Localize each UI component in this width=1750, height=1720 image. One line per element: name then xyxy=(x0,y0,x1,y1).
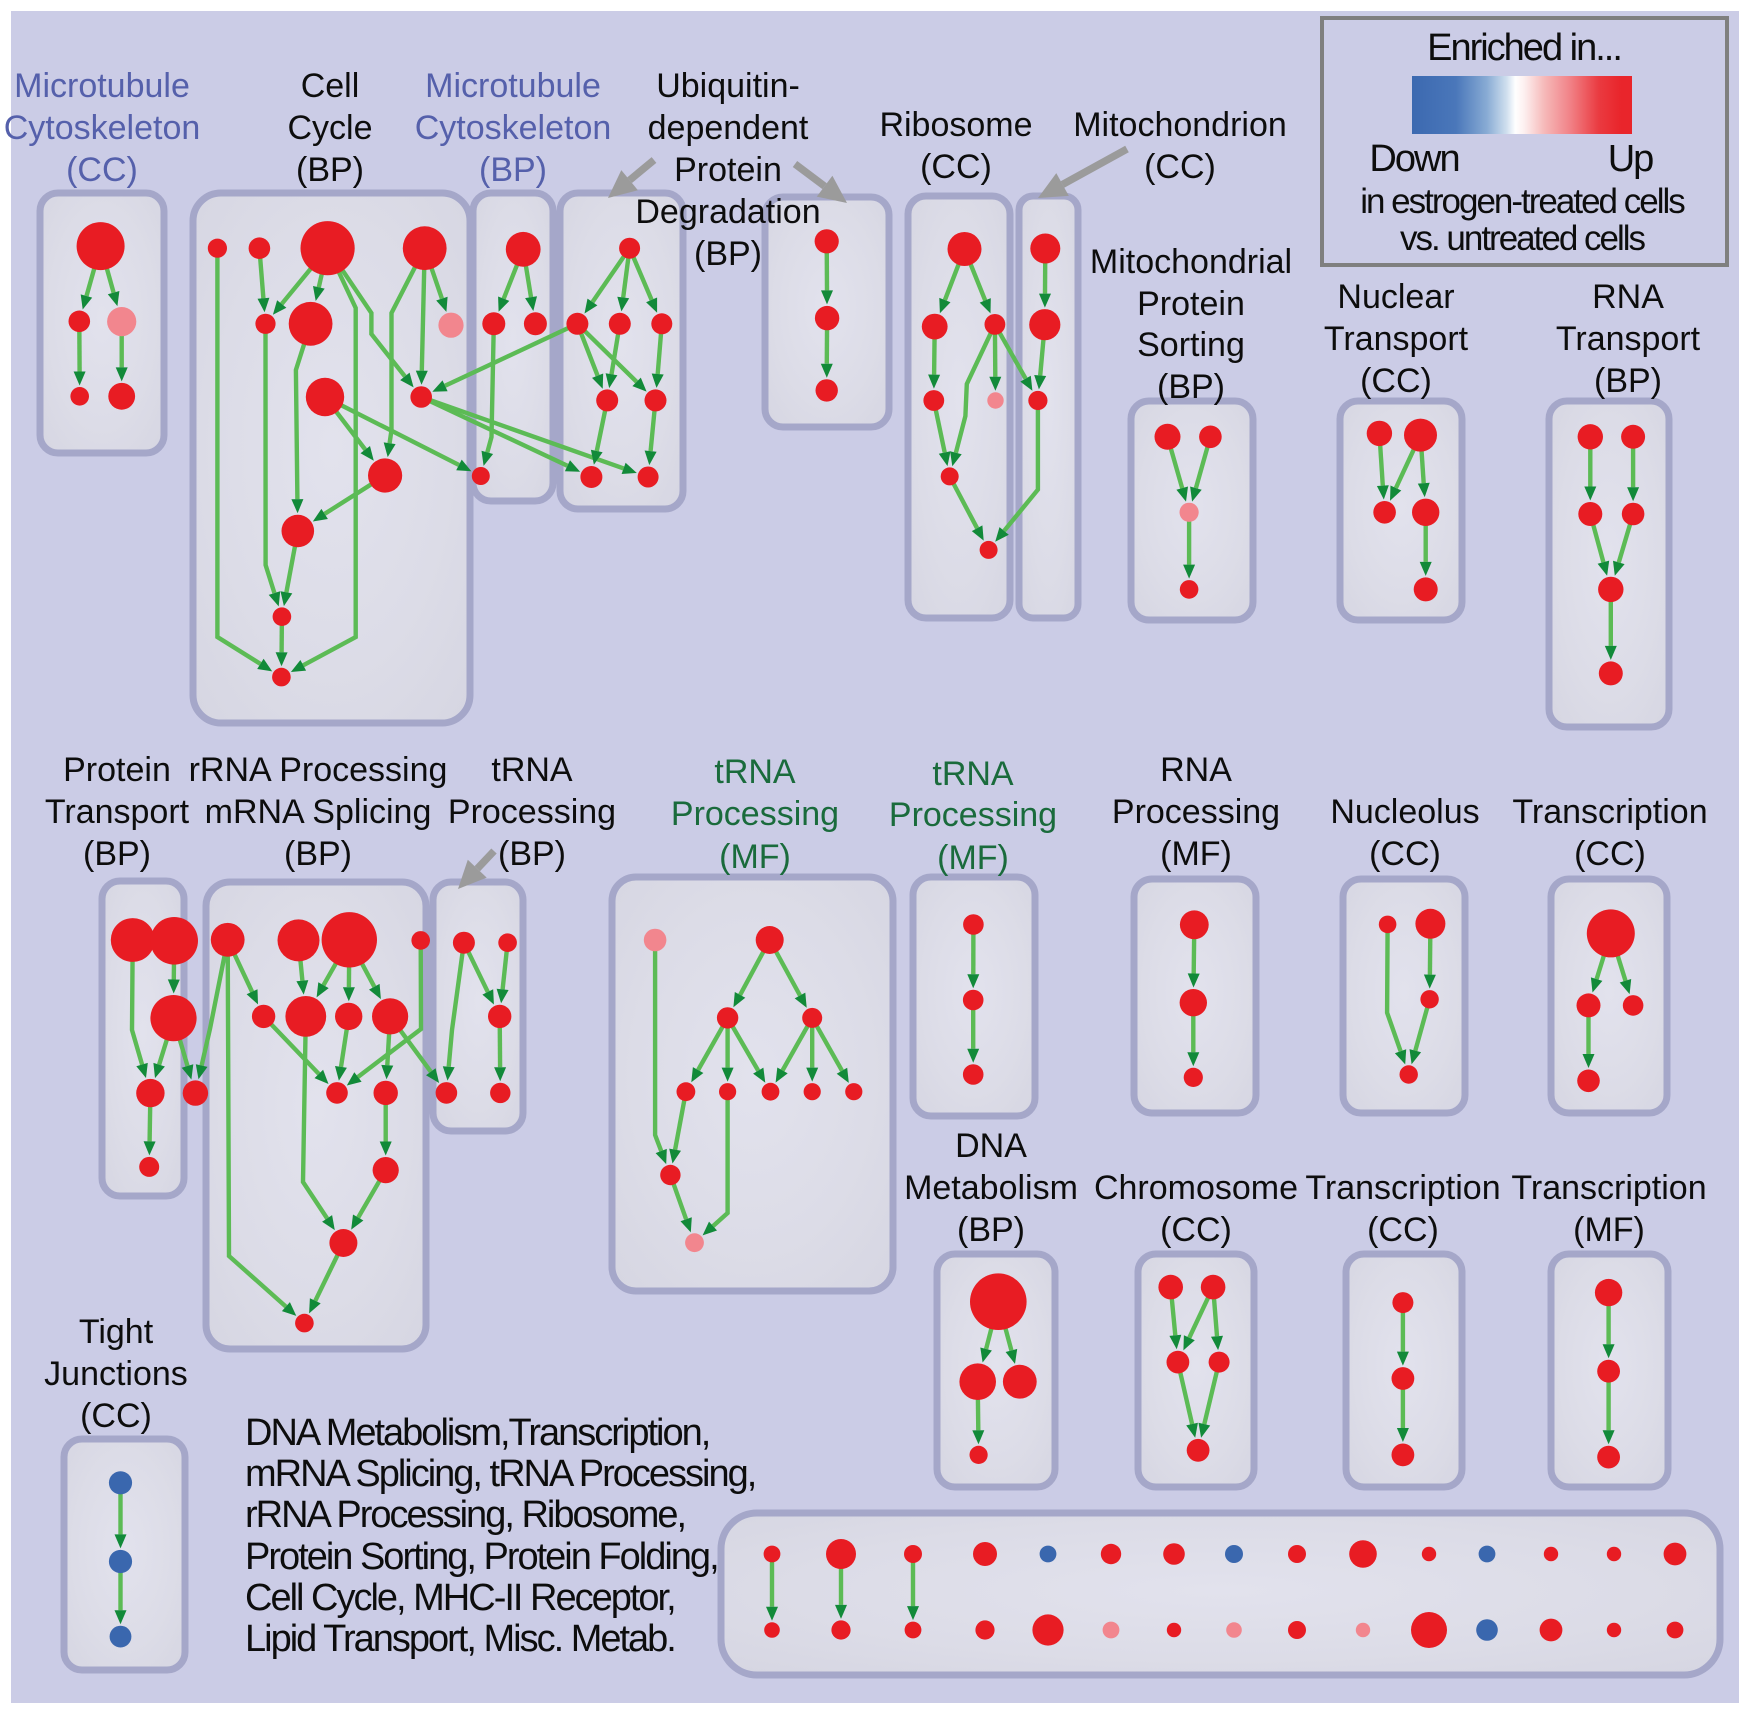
svg-text:(BP): (BP) xyxy=(83,835,151,873)
svg-text:Protein: Protein xyxy=(63,751,171,789)
svg-text:Cytoskeleton: Cytoskeleton xyxy=(415,109,612,147)
svg-text:Transcription: Transcription xyxy=(1512,793,1707,831)
svg-text:tRNA: tRNA xyxy=(932,755,1014,793)
svg-text:(BP): (BP) xyxy=(1157,368,1225,406)
svg-text:DNA Metabolism,Transcription,: DNA Metabolism,Transcription, xyxy=(245,1412,709,1454)
svg-text:Mitochondrial: Mitochondrial xyxy=(1090,243,1292,281)
svg-text:(MF): (MF) xyxy=(1573,1211,1645,1249)
svg-text:dependent: dependent xyxy=(648,109,809,147)
svg-text:Nuclear: Nuclear xyxy=(1337,278,1454,316)
svg-text:(MF): (MF) xyxy=(937,839,1009,877)
svg-text:Junctions: Junctions xyxy=(44,1355,188,1393)
svg-text:(CC): (CC) xyxy=(1160,1211,1232,1249)
svg-text:Cell Cycle, MHC-II Receptor,: Cell Cycle, MHC-II Receptor, xyxy=(245,1577,675,1619)
svg-text:(CC): (CC) xyxy=(920,148,992,186)
svg-text:Cell: Cell xyxy=(301,67,360,105)
svg-text:Mitochondrion: Mitochondrion xyxy=(1073,106,1287,144)
svg-text:(CC): (CC) xyxy=(1360,362,1432,400)
svg-text:(CC): (CC) xyxy=(1574,835,1646,873)
svg-text:Sorting: Sorting xyxy=(1137,326,1245,364)
svg-text:Microtubule: Microtubule xyxy=(14,67,190,105)
svg-text:Protein Sorting, Protein Foldi: Protein Sorting, Protein Folding, xyxy=(245,1536,718,1578)
svg-text:vs. untreated cells: vs. untreated cells xyxy=(1400,219,1646,258)
svg-text:(BP): (BP) xyxy=(957,1211,1025,1249)
svg-text:Ubiquitin-: Ubiquitin- xyxy=(656,67,800,105)
svg-text:Transport: Transport xyxy=(45,793,190,831)
svg-text:Chromosome: Chromosome xyxy=(1094,1169,1298,1207)
svg-text:mRNA Splicing, tRNA Processing: mRNA Splicing, tRNA Processing, xyxy=(245,1453,755,1495)
svg-text:rRNA Processing: rRNA Processing xyxy=(189,751,448,789)
svg-text:mRNA Splicing: mRNA Splicing xyxy=(205,793,432,831)
svg-text:Transcription: Transcription xyxy=(1305,1169,1500,1207)
svg-text:(CC): (CC) xyxy=(1367,1211,1439,1249)
svg-text:Transport: Transport xyxy=(1556,320,1701,358)
svg-text:Metabolism: Metabolism xyxy=(904,1169,1078,1207)
svg-text:tRNA: tRNA xyxy=(714,753,796,791)
svg-text:(CC): (CC) xyxy=(1369,835,1441,873)
svg-text:RNA: RNA xyxy=(1160,751,1232,789)
svg-text:Tight: Tight xyxy=(79,1313,154,1351)
svg-text:(BP): (BP) xyxy=(1594,362,1662,400)
svg-text:Microtubule: Microtubule xyxy=(425,67,601,105)
svg-text:in estrogen-treated cells: in estrogen-treated cells xyxy=(1360,182,1685,221)
svg-text:(CC): (CC) xyxy=(1144,148,1216,186)
svg-text:rRNA Processing, Ribosome,: rRNA Processing, Ribosome, xyxy=(245,1494,685,1536)
svg-text:tRNA: tRNA xyxy=(491,751,573,789)
svg-text:(CC): (CC) xyxy=(80,1397,152,1435)
svg-text:Processing: Processing xyxy=(671,795,839,833)
svg-text:Protein: Protein xyxy=(1137,285,1245,323)
svg-text:Lipid Transport, Misc. Metab.: Lipid Transport, Misc. Metab. xyxy=(245,1618,675,1660)
svg-text:(MF): (MF) xyxy=(1160,835,1232,873)
svg-text:DNA: DNA xyxy=(955,1127,1027,1165)
svg-text:RNA: RNA xyxy=(1592,278,1664,316)
svg-text:Processing: Processing xyxy=(889,796,1057,834)
svg-text:(MF): (MF) xyxy=(719,838,791,876)
svg-text:Cycle: Cycle xyxy=(287,109,372,147)
svg-text:Processing: Processing xyxy=(448,793,616,831)
svg-text:Down: Down xyxy=(1369,138,1458,180)
svg-text:(BP): (BP) xyxy=(694,235,762,273)
svg-text:Protein: Protein xyxy=(674,151,782,189)
svg-text:(BP): (BP) xyxy=(284,835,352,873)
svg-text:(BP): (BP) xyxy=(498,835,566,873)
svg-text:Transport: Transport xyxy=(1324,320,1469,358)
svg-text:(BP): (BP) xyxy=(296,151,364,189)
svg-text:Up: Up xyxy=(1608,138,1653,180)
svg-text:(BP): (BP) xyxy=(479,151,547,189)
svg-text:Enriched in...: Enriched in... xyxy=(1427,27,1621,69)
svg-text:Degradation: Degradation xyxy=(635,193,820,231)
svg-text:Cytoskeleton: Cytoskeleton xyxy=(4,109,201,147)
svg-text:Ribosome: Ribosome xyxy=(879,106,1032,144)
svg-text:Nucleolus: Nucleolus xyxy=(1330,793,1479,831)
svg-text:Processing: Processing xyxy=(1112,793,1280,831)
svg-text:(CC): (CC) xyxy=(66,151,138,189)
svg-text:Transcription: Transcription xyxy=(1511,1169,1706,1207)
